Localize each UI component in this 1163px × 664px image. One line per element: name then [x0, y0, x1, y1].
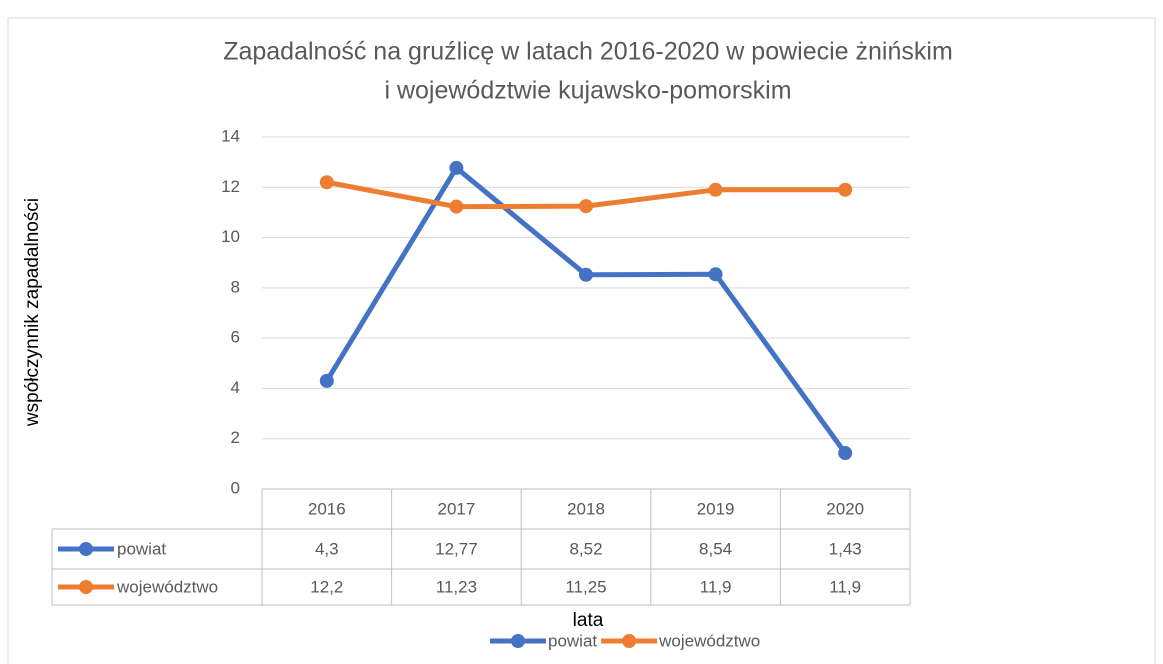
- y-tick-label: 6: [231, 328, 240, 347]
- data-table-value: 11,23: [436, 577, 477, 596]
- chart-title: i województwie kujawsko-pomorskim: [384, 77, 791, 105]
- data-table-value: 12,77: [435, 539, 478, 558]
- y-tick-label: 2: [231, 428, 240, 447]
- y-tick-label: 0: [231, 478, 240, 497]
- data-point: [319, 373, 334, 388]
- legend-key-marker: [79, 542, 93, 556]
- legend-key-marker: [79, 580, 93, 594]
- data-point: [579, 199, 593, 214]
- x-axis-title: lata: [573, 610, 604, 631]
- x-tick-label: 2020: [826, 499, 864, 518]
- data-point: [838, 446, 853, 461]
- data-point: [449, 199, 464, 214]
- chart-frame: [7, 17, 1156, 664]
- data-table-value: 11,25: [565, 577, 606, 596]
- y-axis-title: współczynnik zapadalności: [22, 198, 43, 427]
- data-table-value: 8,54: [699, 539, 732, 558]
- data-point: [319, 175, 334, 190]
- y-tick-label: 4: [231, 378, 240, 397]
- x-tick-label: 2016: [308, 499, 346, 518]
- data-table-value: 11,9: [829, 577, 861, 596]
- data-table-value: 1,43: [829, 539, 862, 558]
- x-tick-label: 2018: [567, 499, 605, 518]
- data-table-value: 12,2: [310, 577, 343, 596]
- data-point: [708, 182, 723, 197]
- legend-key-marker: [622, 634, 637, 648]
- y-tick-label: 8: [231, 277, 240, 296]
- data-point: [449, 160, 464, 175]
- legend-label: województwo: [658, 631, 760, 650]
- data-point: [838, 182, 853, 197]
- legend-key-marker: [511, 634, 525, 648]
- data-point: [708, 267, 723, 282]
- data-table-value: 4,3: [315, 539, 339, 558]
- legend-label: powiat: [548, 631, 597, 650]
- x-tick-label: 2017: [437, 499, 475, 518]
- y-tick-label: 14: [221, 126, 240, 145]
- data-table-value: 11,9: [700, 577, 732, 596]
- table-series-name: województwo: [116, 577, 218, 596]
- y-tick-label: 10: [221, 227, 240, 246]
- data-table-value: 8,52: [569, 539, 602, 558]
- y-tick-label: 12: [221, 177, 240, 196]
- chart-title: Zapadalność na gruźlicę w latach 2016-20…: [223, 38, 953, 66]
- table-series-name: powiat: [117, 539, 166, 558]
- data-point: [579, 267, 593, 282]
- x-tick-label: 2019: [697, 499, 735, 518]
